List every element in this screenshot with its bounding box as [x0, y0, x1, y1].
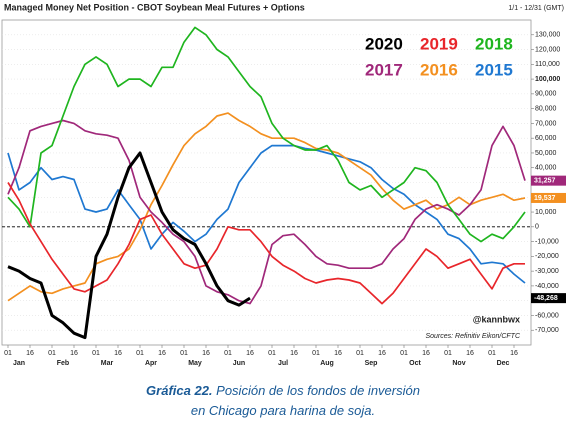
end-label: 19,537	[534, 195, 556, 202]
x-tick-label: 16	[246, 350, 254, 357]
y-tick-label: 90,000	[535, 91, 557, 98]
x-tick-label: 16	[510, 350, 518, 357]
end-label: -48,268	[534, 295, 558, 302]
x-tick-label: 01	[356, 350, 364, 357]
y-tick-label: 100,000	[535, 76, 560, 83]
month-label: Mar	[101, 360, 114, 367]
month-label: Nov	[452, 360, 465, 367]
x-tick-label: 16	[202, 350, 210, 357]
caption: Gráfica 22. Posición de los fondos de in…	[146, 383, 420, 418]
y-tick-label: -10,000	[535, 238, 559, 245]
x-tick-label: 16	[158, 350, 166, 357]
y-tick-label: 80,000	[535, 105, 557, 112]
y-tick-label: 40,000	[535, 165, 557, 172]
x-tick-label: 01	[400, 350, 408, 357]
legend-entry: 2017	[365, 60, 403, 79]
x-tick-label: 16	[378, 350, 386, 357]
source: Sources: Refinitiv Eikon/CFTC	[425, 333, 520, 340]
x-tick-label: 01	[224, 350, 232, 357]
legend-entry: 2016	[420, 60, 458, 79]
month-label: Aug	[320, 360, 334, 367]
x-tick-label: 01	[180, 350, 188, 357]
legend-entry: 2015	[475, 60, 513, 79]
x-tick-label: 01	[488, 350, 496, 357]
y-tick-label: 60,000	[535, 135, 557, 142]
month-label: Apr	[145, 360, 157, 367]
month-label: Feb	[57, 360, 69, 367]
caption-label: Gráfica 22.	[146, 383, 213, 398]
caption-line: Posición de los fondos de inversión	[213, 383, 420, 398]
legend-entry: 2018	[475, 34, 513, 53]
y-tick-label: 10,000	[535, 209, 557, 216]
y-tick-label: 130,000	[535, 32, 560, 39]
y-tick-label: -70,000	[535, 327, 559, 334]
x-tick-label: 16	[290, 350, 298, 357]
watermark: @kannbwx	[473, 314, 520, 324]
y-tick-label: -30,000	[535, 268, 559, 275]
caption-text: Posición de los fondos de inversión en Ch…	[191, 383, 420, 418]
date-range: 1/1 - 12/31 (GMT)	[508, 5, 564, 12]
month-label: Dec	[497, 360, 510, 367]
y-tick-label: -60,000	[535, 312, 559, 319]
x-tick-label: 01	[136, 350, 144, 357]
y-tick-label: 110,000	[535, 61, 560, 68]
caption-line: en Chicago para harina de soja.	[191, 403, 375, 418]
end-label-box	[531, 293, 566, 304]
x-tick-label: 16	[422, 350, 430, 357]
month-label: Jun	[233, 360, 245, 367]
series-line	[7, 182, 525, 305]
y-tick-label: 70,000	[535, 120, 557, 127]
legend-entry: 2019	[420, 34, 458, 53]
month-label: May	[188, 360, 202, 367]
month-label: Oct	[409, 360, 421, 367]
x-tick-label: 01	[92, 350, 100, 357]
x-tick-label: 01	[4, 350, 12, 357]
end-label-box	[531, 192, 566, 203]
y-tick-label: 50,000	[535, 150, 557, 157]
month-label: Sep	[365, 360, 378, 367]
x-tick-label: 16	[334, 350, 342, 357]
x-tick-label: 01	[48, 350, 56, 357]
series-line	[7, 151, 251, 340]
series-line	[7, 26, 526, 243]
x-tick-label: 16	[466, 350, 474, 357]
y-tick-label: 120,000	[535, 46, 560, 53]
x-tick-label: 16	[26, 350, 34, 357]
chart-title: Managed Money Net Position - CBOT Soybea…	[4, 2, 305, 12]
y-tick-label: -40,000	[535, 283, 559, 290]
legend-entry: 2020	[365, 34, 403, 53]
y-tick-label: 0	[535, 224, 539, 231]
series-line	[7, 144, 526, 284]
month-label: Jul	[278, 360, 288, 367]
end-label-box	[531, 175, 566, 186]
x-tick-label: 01	[312, 350, 320, 357]
y-tick-label: -20,000	[535, 253, 559, 260]
series-line	[7, 119, 526, 305]
x-tick-label: 01	[444, 350, 452, 357]
month-label: Jan	[13, 360, 25, 367]
end-label: 31,257	[534, 177, 556, 184]
x-tick-label: 01	[268, 350, 276, 357]
x-tick-label: 16	[70, 350, 78, 357]
x-tick-label: 16	[114, 350, 122, 357]
